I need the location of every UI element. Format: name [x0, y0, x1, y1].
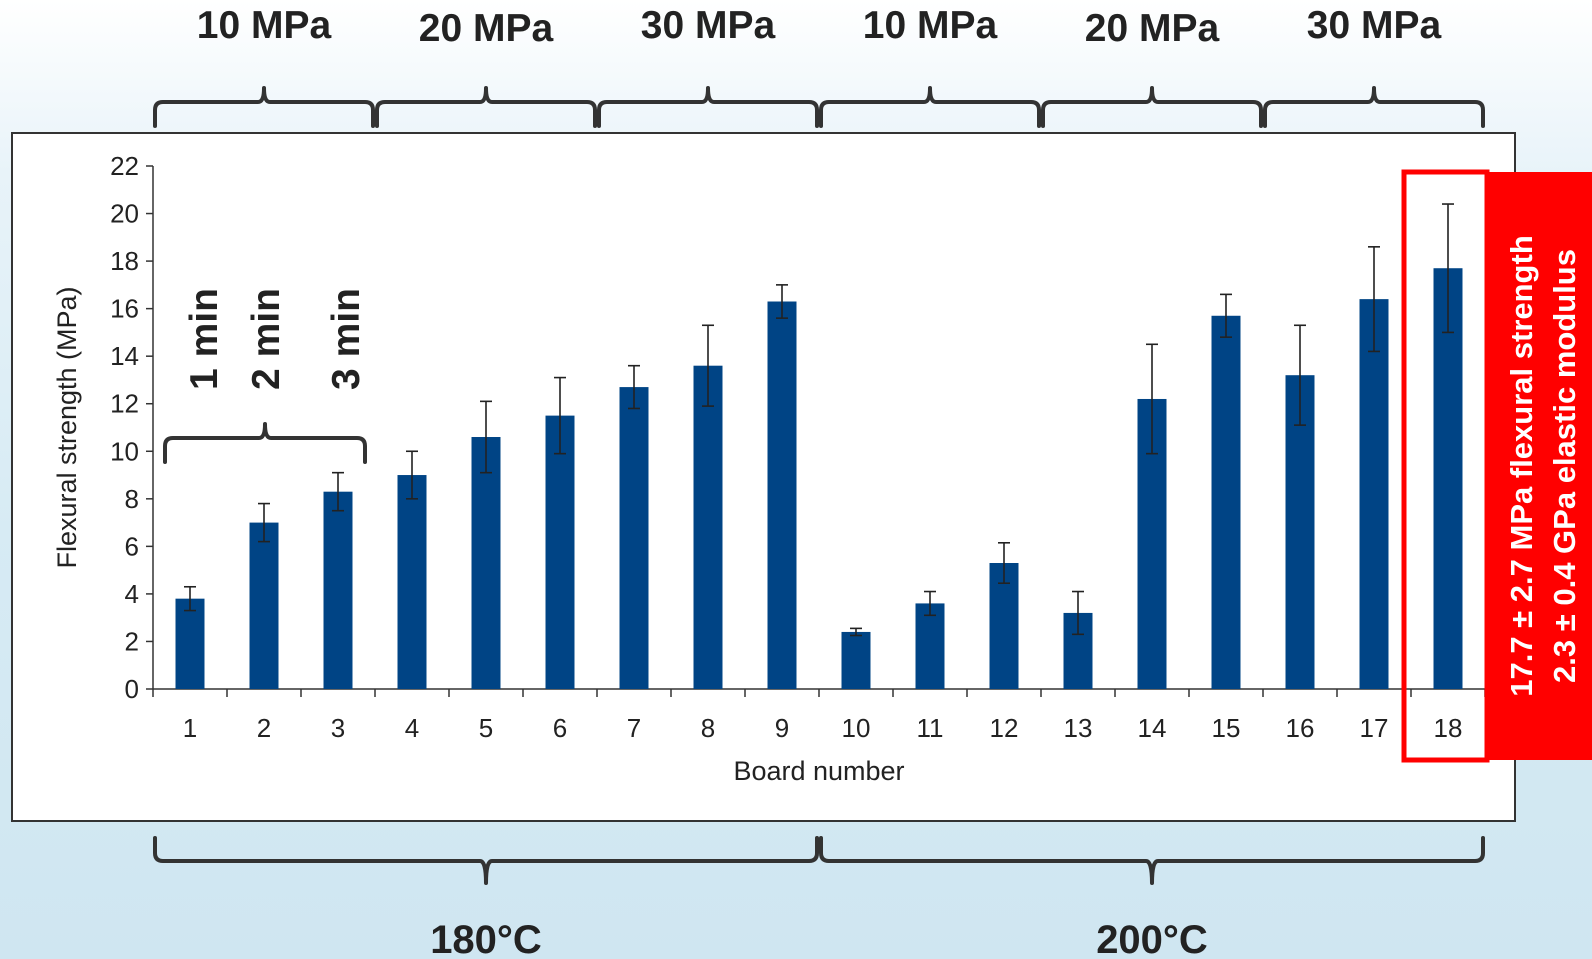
y-tick-label: 0	[125, 674, 139, 704]
y-tick-label: 12	[110, 389, 139, 419]
bar	[471, 437, 501, 689]
pressure-brace	[1263, 86, 1485, 128]
x-tick-label: 1	[183, 713, 197, 743]
x-tick-label: 15	[1212, 713, 1241, 743]
pressure-label: 20 MPa	[419, 7, 554, 50]
x-tick-label: 7	[627, 713, 641, 743]
bar	[915, 603, 945, 689]
bar	[397, 475, 427, 689]
highlight-strength-text: 17.7 ± 2.7 MPa flexural strength	[1504, 235, 1539, 697]
bar	[693, 365, 723, 689]
y-tick-label: 8	[125, 484, 139, 514]
x-tick-label: 10	[842, 713, 871, 743]
x-tick-label: 8	[701, 713, 715, 743]
x-tick-label: 18	[1434, 713, 1463, 743]
group-labels-layer: 10 MPa 20 MPa 30 MPa 10 MPa 20 MPa 30 MPa 180°…	[183, 4, 1442, 959]
time-label: 2 min	[245, 288, 288, 390]
temperature-label: 180°C	[430, 918, 542, 959]
temperature-brace	[153, 836, 819, 885]
errorbars-layer	[184, 203, 1454, 637]
pressure-brace	[375, 86, 597, 128]
pressure-label: 30 MPa	[641, 4, 776, 47]
y-tick-label: 2	[125, 626, 139, 656]
bar	[323, 491, 353, 689]
highlight-modulus-text: 2.3 ± 0.4 GPa elastic modulus	[1547, 249, 1582, 683]
pressure-brace	[153, 86, 375, 128]
pressure-label: 10 MPa	[863, 4, 998, 47]
pressure-brace	[597, 86, 819, 128]
y-tick-label: 16	[110, 294, 139, 324]
bar	[175, 598, 205, 689]
bar	[1359, 299, 1389, 689]
bar	[1285, 375, 1315, 689]
bar	[767, 301, 797, 689]
bars-layer	[175, 268, 1463, 689]
highlight-panel	[1487, 172, 1592, 760]
pressure-brace	[819, 86, 1041, 128]
temperature-brace	[819, 836, 1485, 885]
time-brace	[163, 422, 367, 464]
highlight-callout: 17.7 ± 2.7 MPa flexural strength 2.3 ± 0.…	[1401, 169, 1592, 763]
bar	[841, 631, 871, 689]
temperature-label: 200°C	[1096, 918, 1208, 959]
x-tick-label: 17	[1360, 713, 1389, 743]
x-tick-label: 14	[1138, 713, 1167, 743]
y-tick-label: 10	[110, 436, 139, 466]
x-tick-label: 4	[405, 713, 419, 743]
x-tick-label: 6	[553, 713, 567, 743]
y-tick-label: 20	[110, 199, 139, 229]
x-tick-label: 11	[917, 713, 944, 743]
bar	[545, 415, 575, 689]
x-axis-title: Board number	[733, 756, 904, 786]
y-tick-label: 18	[110, 246, 139, 276]
y-tick-label: 6	[125, 531, 139, 561]
x-tick-label: 13	[1064, 713, 1093, 743]
x-tick-label: 9	[775, 713, 789, 743]
pressure-label: 10 MPa	[197, 4, 332, 47]
x-tick-label: 3	[331, 713, 345, 743]
y-tick-label: 4	[125, 579, 139, 609]
bar	[619, 387, 649, 689]
time-label: 3 min	[325, 288, 368, 390]
plot-frame	[11, 132, 1516, 822]
x-tick-label: 5	[479, 713, 493, 743]
pressure-label: 30 MPa	[1307, 4, 1442, 47]
y-axis-title: Flexural strength (MPa)	[52, 286, 82, 568]
braces-layer	[153, 86, 1485, 885]
bar	[1433, 268, 1463, 689]
bar	[1211, 315, 1241, 689]
bar	[249, 522, 279, 689]
x-tick-label: 2	[257, 713, 271, 743]
pressure-label: 20 MPa	[1085, 7, 1220, 50]
pressure-brace	[1041, 86, 1263, 128]
x-tick-label: 16	[1286, 713, 1315, 743]
y-tick-label: 22	[110, 151, 139, 181]
time-label: 1 min	[183, 288, 226, 390]
x-tick-label: 12	[990, 713, 1019, 743]
y-tick-label: 14	[110, 341, 139, 371]
